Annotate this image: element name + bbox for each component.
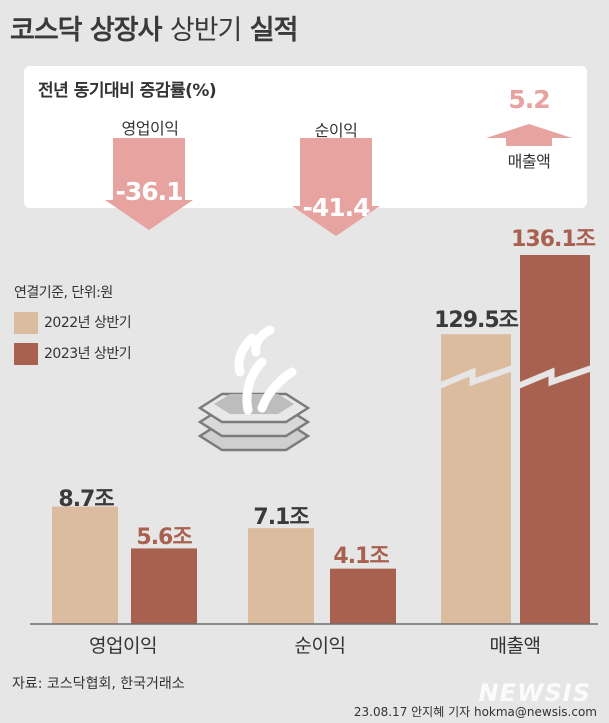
- yoy-value-net: -41.4: [302, 193, 370, 222]
- bar-net-2023: [330, 568, 396, 624]
- arrow-down-net-icon: [292, 138, 380, 236]
- legend-swatch-2023: [14, 343, 38, 365]
- legend-swatch-2022: [14, 312, 38, 334]
- yoy-title: 전년 동기대비 증감률(%): [38, 81, 217, 101]
- bar-revenue-2023: [520, 255, 590, 624]
- vapor-icon: [242, 357, 267, 415]
- bar-label-revenue-2023: 136.1조: [511, 227, 596, 252]
- legend-label-2022: 2022년 상반기: [44, 315, 132, 331]
- vapor-icon: [257, 367, 297, 413]
- bar-operating-2022: [52, 506, 118, 624]
- yoy-value-revenue: 5.2: [508, 85, 550, 114]
- axis-break-mark: [437, 365, 514, 389]
- legend-item-2022: 2022년 상반기: [14, 312, 132, 334]
- bar-label-net-2023: 4.1조: [333, 544, 389, 569]
- bar-label-operating-2022: 8.7조: [58, 487, 114, 512]
- vapor-icon: [234, 333, 257, 377]
- category-label-revenue: 매출액: [489, 635, 541, 657]
- yoy-value-operating: -36.1: [115, 177, 183, 206]
- category-label-net: 순이익: [294, 635, 346, 657]
- legend-label-2023: 2023년 상반기: [44, 346, 132, 362]
- newsis-watermark: NEWSIS: [478, 679, 591, 707]
- title-main: 코스닥 상장사: [10, 15, 162, 46]
- yoy-label-net: 순이익: [314, 121, 358, 140]
- bar-label-net-2022: 7.1조: [253, 505, 309, 530]
- yoy-label-operating: 영업이익: [121, 119, 179, 138]
- title-period: 상반기: [169, 15, 243, 46]
- bar-label-operating-2023: 5.6조: [136, 525, 192, 550]
- vapor-icon: [251, 325, 275, 357]
- pot-opening: [214, 394, 294, 414]
- category-label-operating: 영업이익: [89, 635, 157, 657]
- legend-item-2023: 2023년 상반기: [14, 343, 132, 365]
- legend-note: 연결기준, 단위:원: [14, 285, 113, 301]
- arrow-down-operating-icon: [105, 138, 193, 230]
- yoy-label-revenue: 매출액: [507, 152, 551, 171]
- arrow-up-revenue-icon: [486, 124, 572, 146]
- bar-operating-2023: [131, 548, 197, 624]
- credit-line: 23.08.17 안지혜 기자 hokma@newsis.com: [353, 705, 597, 719]
- title-suffix: 실적: [249, 15, 299, 46]
- bar-net-2022: [248, 528, 314, 624]
- source-note: 자료: 코스닥협회, 한국거래소: [12, 676, 185, 692]
- axis-break-mark: [516, 365, 593, 389]
- page-title: 코스닥 상장사 상반기 실적: [10, 8, 299, 47]
- bar-label-revenue-2022: 129.5조: [434, 308, 519, 333]
